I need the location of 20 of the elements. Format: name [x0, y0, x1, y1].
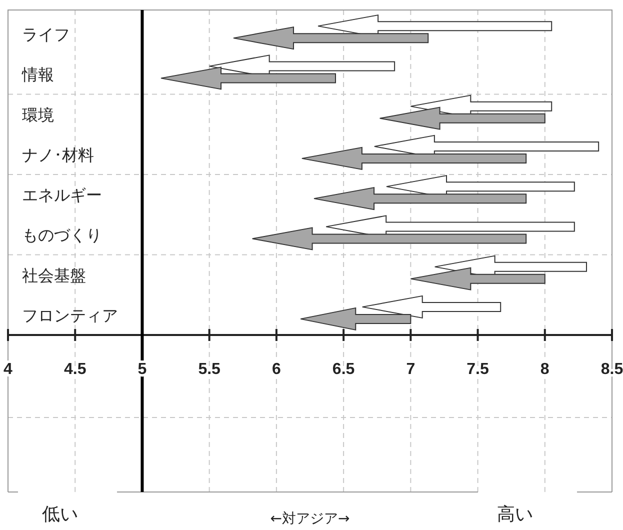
x-tick-label: 4.5 [64, 361, 86, 378]
y-tick-label: ものづくり [22, 226, 102, 245]
text: 高い [497, 504, 533, 525]
y-tick-label: エネルギー [22, 186, 102, 205]
y-tick-label: 環境 [22, 105, 54, 124]
x-tick-label: 6.5 [332, 361, 355, 378]
y-tick-label: フロンティア [22, 306, 118, 325]
x-tick-label: 7 [406, 361, 416, 378]
y-tick-label: ナノ･材料 [22, 145, 94, 164]
x-tick-label: 7.5 [466, 361, 489, 378]
text: ←対アジア→ [270, 511, 350, 527]
y-tick-label: 社会基盤 [22, 266, 86, 285]
y-tick-label: 情報 [21, 65, 54, 84]
x-tick-label: 4 [4, 361, 13, 378]
x-tick-label: 8 [540, 361, 550, 378]
x-tick-label: 8.5 [600, 361, 623, 378]
y-tick-label: ライフ [22, 25, 70, 44]
text: 低い [42, 504, 78, 525]
x-tick-label: 5.5 [198, 361, 221, 378]
x-tick-label: 6 [272, 361, 281, 378]
